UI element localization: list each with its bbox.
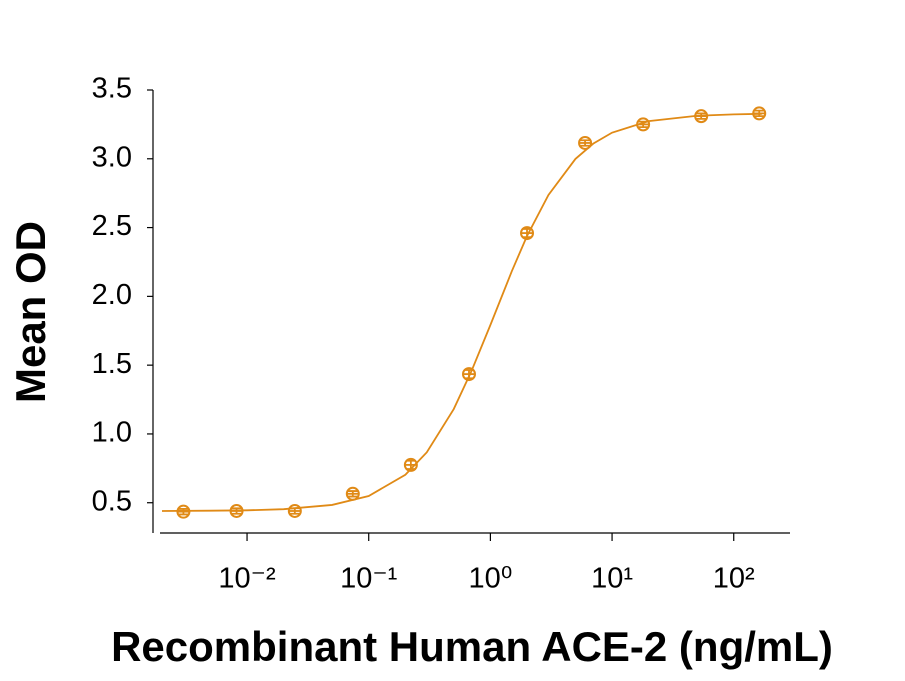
x-axis-title: Recombinant Human ACE-2 (ng/mL) [111, 623, 833, 670]
x-tick-label: 10⁰ [468, 563, 512, 595]
x-tick-label: 10⁻¹ [340, 563, 398, 595]
x-tick-label: 10¹ [591, 563, 633, 595]
x-tick-label: 10² [713, 563, 755, 595]
fit-curve [161, 112, 762, 512]
y-tick-label: 0.5 [92, 485, 132, 517]
y-tick-label: 3.0 [92, 141, 132, 173]
y-tick-label: 2.5 [92, 210, 132, 242]
y-tick-label: 1.0 [92, 417, 132, 449]
y-axis-title: Mean OD [7, 221, 54, 403]
y-tick-label: 3.5 [92, 73, 132, 105]
y-tick-label: 2.0 [92, 279, 132, 311]
x-tick-label: 10⁻² [218, 563, 276, 595]
y-tick-label: 1.5 [92, 348, 132, 380]
